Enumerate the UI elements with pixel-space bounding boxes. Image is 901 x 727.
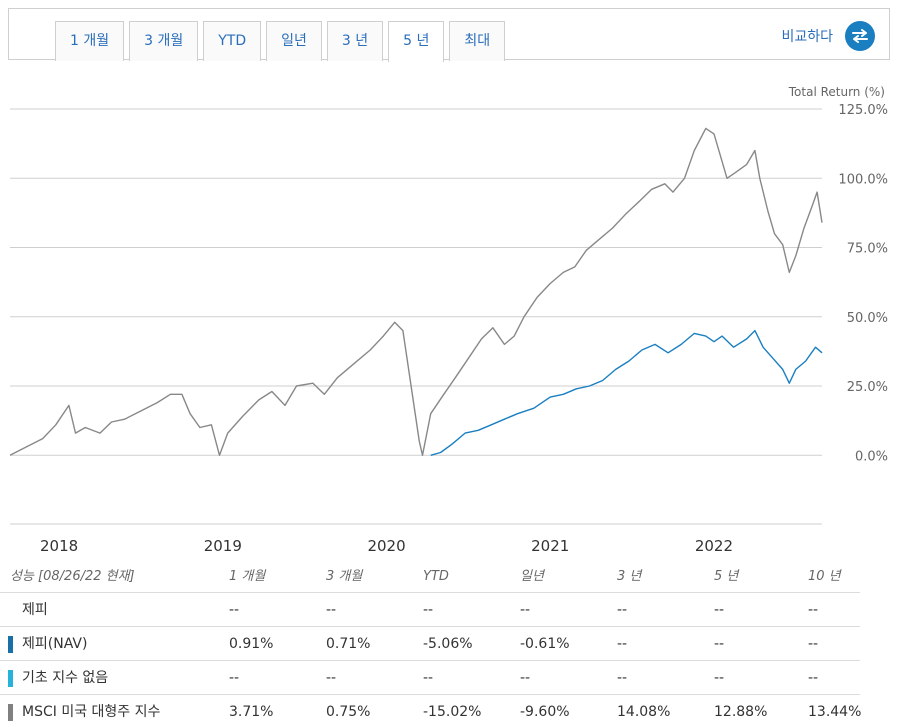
tab-5-year[interactable]: 5 년 [388,21,445,62]
row-value: -- [808,602,819,618]
row-value: -5.06% [423,636,473,652]
tab-3-month[interactable]: 3 개월 [129,21,199,61]
period-selector-bar: 1 개월 3 개월 YTD 일년 3 년 5 년 최대 비교하다 [8,8,890,62]
series-color-marker [8,704,13,721]
row-value: -- [229,670,240,686]
x-tick-label: 2021 [531,537,569,555]
row-value: 12.88% [714,704,768,720]
col-1-year: 일년 [520,569,544,584]
row-value: 14.08% [617,704,671,720]
row-value: -- [423,602,434,618]
row-value: -- [808,636,819,652]
row-label: MSCI 미국 대형주 지수 [22,704,161,720]
row-value: -- [714,602,725,618]
benchmark-series-line [9,127,823,456]
tab-ytd[interactable]: YTD [203,21,262,61]
col-3-month: 3 개월 [326,569,363,584]
tab-1-month[interactable]: 1 개월 [55,21,125,61]
y-tick-label: 125.0% [838,103,888,118]
tab-max[interactable]: 최대 [449,21,506,61]
total-return-chart: Total Return (%) 125.0% 100.0% 75.0% 50.0% 2… [9,85,888,555]
nav-series-line [430,329,823,456]
col-3-year: 3 년 [617,569,642,584]
row-value: -- [326,670,337,686]
row-value: 3.71% [229,704,274,720]
row-value: 0.71% [326,636,371,652]
y-tick-labels: 125.0% 100.0% 75.0% 50.0% 25.0% 0.0% [838,103,888,464]
row-value: -- [617,636,628,652]
x-tick-labels: 2018 2019 2020 2021 2022 [40,537,733,555]
compare-label: 비교하다 [781,29,833,45]
row-value: -- [714,636,725,652]
col-ytd: YTD [423,569,449,584]
x-tick-label: 2022 [695,537,733,555]
col-1-month: 1 개월 [229,569,266,584]
gridlines [10,108,822,456]
x-tick-label: 2019 [204,537,242,555]
row-value: -15.02% [423,704,482,720]
performance-table: 성능 [08/26/22 현재] 1 개월 3 개월 YTD 일년 3 년 5 … [0,566,862,727]
row-value: -- [714,670,725,686]
row-value: -- [520,670,531,686]
performance-as-of-label: 성능 [08/26/22 현재] [10,569,135,584]
y-tick-label: 0.0% [855,449,888,464]
series-color-marker [8,636,13,653]
row-value: -- [229,602,240,618]
performance-row: 제피(NAV) 0.91% 0.71% -5.06% -0.61% -- -- -- [0,626,860,660]
row-label: 제피 [22,602,48,618]
series-color-marker [8,670,13,687]
x-tick-label: 2020 [367,537,405,555]
performance-row: 제피 -- -- -- -- -- -- -- [0,592,860,626]
performance-row: 기초 지수 없음 -- -- -- -- -- -- -- [0,660,860,694]
tab-3-year[interactable]: 3 년 [326,21,384,61]
col-10-year: 10 년 [808,569,841,584]
row-value: 0.75% [326,704,371,720]
row-value: -- [326,602,337,618]
swap-arrows-icon [845,21,875,51]
row-value: -- [617,670,628,686]
y-axis-label: Total Return (%) [788,85,885,99]
row-value: -- [520,602,531,618]
series-lines [9,127,823,456]
row-label: 기초 지수 없음 [22,670,109,686]
y-tick-label: 100.0% [838,172,888,187]
row-value: -0.61% [520,636,570,652]
row-value: -- [423,670,434,686]
row-value: 13.44% [808,704,862,720]
y-tick-label: 75.0% [847,242,888,257]
y-tick-label: 25.0% [847,380,888,395]
compare-button[interactable]: 비교하다 [781,21,875,51]
tab-1-year[interactable]: 일년 [266,21,322,61]
row-value: -9.60% [520,704,570,720]
period-tabs: 1 개월 3 개월 YTD 일년 3 년 5 년 최대 [55,21,506,62]
row-value: -- [617,602,628,618]
y-tick-label: 50.0% [847,311,888,326]
row-value: -- [808,670,819,686]
col-5-year: 5 년 [714,569,739,584]
row-value: 0.91% [229,636,274,652]
x-tick-label: 2018 [40,537,78,555]
row-label: 제피(NAV) [22,636,88,652]
performance-header: 성능 [08/26/22 현재] 1 개월 3 개월 YTD 일년 3 년 5 … [0,566,860,592]
performance-row: MSCI 미국 대형주 지수 3.71% 0.75% -15.02% -9.60% 14.… [0,694,862,727]
